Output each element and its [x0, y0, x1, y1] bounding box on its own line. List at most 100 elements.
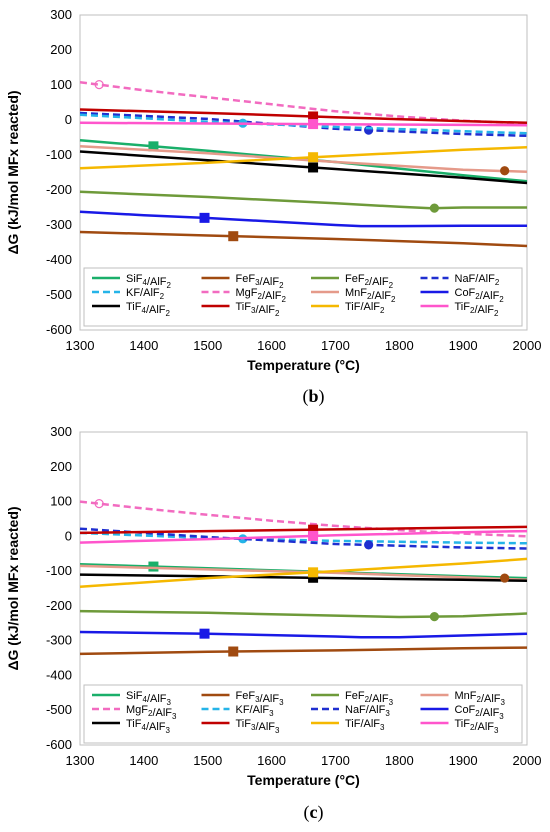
legend-label-part: TiF — [236, 301, 252, 313]
legend-label-part: /AlF — [260, 276, 280, 288]
legend-label-part: NaF/AlF — [455, 273, 496, 285]
series-marker — [429, 612, 440, 622]
legend-label-subscript: 2 — [279, 281, 284, 290]
series-marker — [199, 212, 210, 223]
legend-label: MnF2/AlF2 — [345, 287, 396, 304]
legend-label-subscript: 2 — [475, 709, 480, 718]
series-marker — [94, 499, 104, 509]
x-tick-label: 1800 — [385, 338, 414, 353]
panel-label-open: ( — [302, 386, 308, 407]
legend-label-subscript: 3 — [255, 278, 260, 287]
legend-label-subscript: 2 — [470, 723, 475, 732]
y-tick-label: -600 — [46, 737, 72, 752]
series-marker — [308, 567, 319, 578]
y-tick-label: -300 — [46, 633, 72, 648]
legend-label-subscript: 3 — [380, 723, 385, 732]
series-line — [79, 146, 528, 170]
legend-label: TiF2/AlF3 — [455, 718, 500, 735]
legend-label-subscript: 2 — [499, 295, 504, 304]
legend-label: TiF3/AlF3 — [236, 718, 281, 735]
series-line — [79, 190, 527, 210]
legend-label-part: CoF — [455, 287, 476, 299]
legend-label-subscript: 3 — [167, 698, 172, 707]
legend-label-subscript: 2 — [494, 309, 499, 318]
legend-label-part: /AlF — [147, 693, 167, 705]
legend-label: CoF2/AlF3 — [455, 704, 505, 721]
legend-label-part: KF/AlF — [236, 704, 270, 716]
legend-label: SiF4/AlF2 — [126, 273, 172, 290]
panel-label: (b) — [302, 386, 324, 407]
x-tick-label: 1800 — [385, 753, 414, 768]
legend-label-subscript: 2 — [495, 278, 500, 287]
legend-label: TiF3/AlF2 — [236, 301, 281, 318]
legend-label-subscript: 2 — [258, 292, 263, 301]
series-line — [79, 525, 528, 535]
legend-label-subscript: 3 — [499, 712, 504, 721]
y-tick-label: -200 — [46, 598, 72, 613]
legend-label-part: FeF — [345, 690, 365, 702]
legend-label: MgF2/AlF2 — [236, 287, 287, 304]
x-axis-title: Temperature (°C) — [247, 357, 360, 373]
panel-label: (c) — [304, 802, 324, 823]
y-tick-label: -600 — [46, 322, 72, 337]
legend-label: MgF2/AlF3 — [126, 704, 177, 721]
legend-label-part: TiF — [126, 301, 142, 313]
series-marker — [199, 628, 210, 639]
legend-label-subscript: 3 — [166, 726, 171, 735]
legend-label-subscript: 2 — [160, 292, 165, 301]
legend-label: SiF4/AlF3 — [126, 690, 172, 707]
legend-label-subscript: 2 — [148, 709, 153, 718]
x-tick-label: 1300 — [66, 753, 95, 768]
legend-label: TiF/AlF3 — [345, 718, 385, 732]
legend-label-part: /AlF — [369, 693, 389, 705]
x-tick-label: 1500 — [193, 338, 222, 353]
x-tick-label: 1700 — [321, 753, 350, 768]
series-line — [79, 527, 528, 550]
y-tick-label: 300 — [50, 424, 72, 439]
x-tick-label: 1700 — [321, 338, 350, 353]
y-tick-label: 100 — [50, 494, 72, 509]
series-marker — [364, 540, 374, 550]
legend-label-part: SiF — [126, 273, 143, 285]
series-marker — [228, 646, 239, 657]
series-line — [79, 630, 528, 639]
x-tick-label: 1300 — [66, 338, 95, 353]
panel-label-open: ( — [304, 802, 310, 823]
legend-label-subscript: 3 — [389, 698, 394, 707]
legend: SiF4/AlF2FeF3/AlF2FeF2/AlF2NaF/AlF2KF/Al… — [83, 267, 523, 327]
legend-label-subscript: 2 — [282, 295, 287, 304]
legend-label: FeF3/AlF3 — [236, 690, 285, 707]
legend-label-part: TiF — [236, 718, 252, 730]
legend-label-subscript: 4 — [141, 723, 146, 732]
series-marker — [308, 119, 319, 130]
legend-label: FeF2/AlF3 — [345, 690, 394, 707]
series-marker — [500, 573, 510, 583]
y-axis-title: ΔG (kJ/mol MFx reacted) — [5, 506, 21, 670]
y-tick-label: -500 — [46, 702, 72, 717]
y-tick-label: -100 — [46, 563, 72, 578]
series-marker — [94, 80, 104, 90]
x-tick-label: 1400 — [129, 753, 158, 768]
legend-label-part: /AlF — [480, 290, 500, 302]
legend-label-subscript: 3 — [255, 695, 260, 704]
x-tick-label: 2000 — [513, 753, 542, 768]
legend-label-subscript: 3 — [501, 698, 506, 707]
y-tick-label: 200 — [50, 459, 72, 474]
legend-label-subscript: 2 — [389, 281, 394, 290]
series-line — [79, 210, 527, 228]
legend-label-part: /AlF — [147, 276, 167, 288]
legend-label-part: MnF — [345, 287, 367, 299]
y-tick-label: 0 — [65, 112, 72, 127]
legend-label-part: SiF — [126, 690, 143, 702]
legend-label-subscript: 4 — [143, 278, 148, 287]
legend-label-part: TiF — [455, 718, 471, 730]
legend-box — [83, 684, 523, 744]
series-marker — [148, 561, 159, 572]
legend-label-subscript: 2 — [380, 306, 385, 315]
legend-label: FeF2/AlF2 — [345, 273, 394, 290]
legend-label: FeF3/AlF2 — [236, 273, 285, 290]
panel-label-close: ) — [319, 386, 325, 407]
legend: SiF4/AlF3FeF3/AlF3FeF2/AlF3MnF2/AlF3MgF2… — [83, 684, 523, 744]
x-tick-label: 1500 — [193, 753, 222, 768]
